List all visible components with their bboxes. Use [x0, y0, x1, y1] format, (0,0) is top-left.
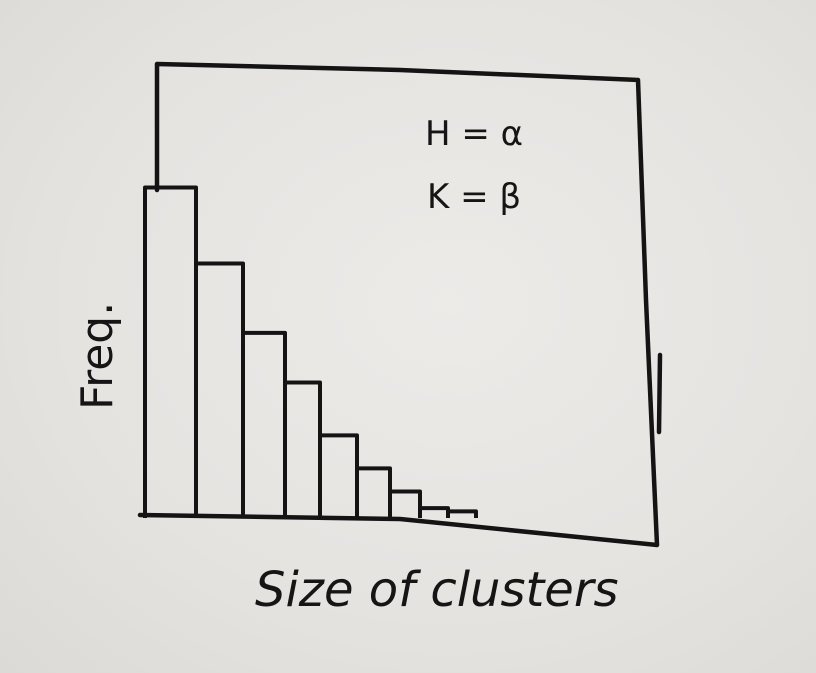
histogram-bar — [318, 433, 359, 518]
histogram-bar — [418, 506, 450, 518]
annotation-h: H = α — [425, 114, 523, 154]
histogram-bar — [194, 261, 245, 518]
frame-mark — [656, 352, 663, 435]
plot-frame — [137, 61, 660, 548]
annotation-k: K = β — [427, 177, 521, 217]
histogram-bar — [283, 380, 322, 518]
histogram-bar — [241, 330, 287, 518]
bars-group — [143, 185, 478, 518]
x-axis-label: Size of clusters — [255, 562, 619, 618]
y-axis-label: Freq. — [72, 302, 123, 410]
histogram-bar — [355, 466, 392, 518]
histogram-bar — [446, 509, 478, 518]
histogram-bar — [143, 185, 198, 518]
histogram-bar — [388, 489, 422, 518]
